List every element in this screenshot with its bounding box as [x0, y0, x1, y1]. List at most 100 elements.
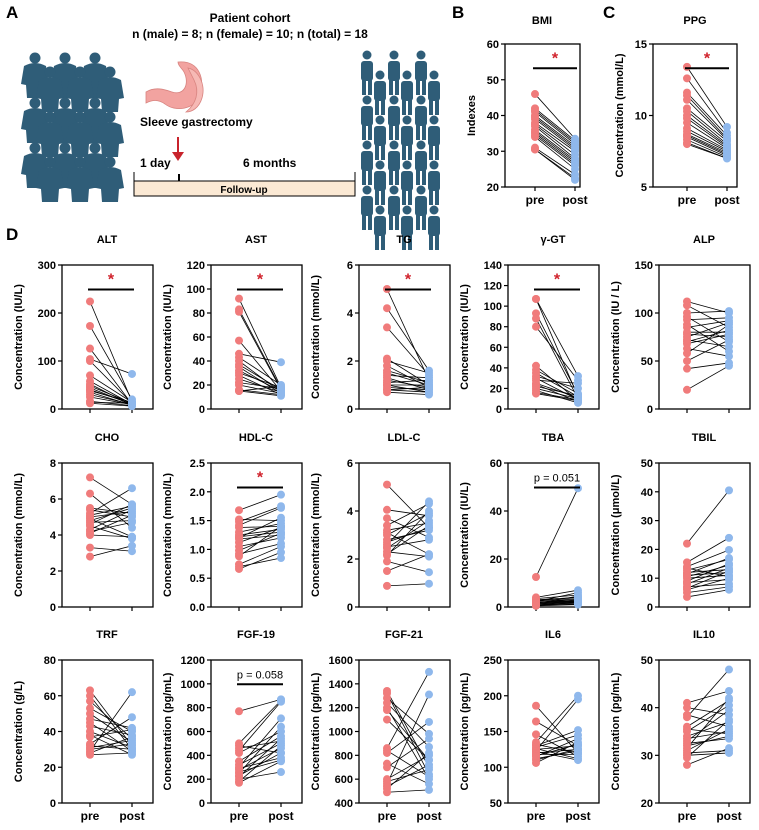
pre-point — [86, 750, 94, 759]
post-point — [725, 744, 733, 753]
y-tick-label: 4 — [347, 308, 354, 320]
post-point — [277, 697, 285, 706]
post-point — [425, 550, 433, 559]
post-point — [725, 307, 733, 316]
paired-line — [89, 301, 133, 402]
paired-line — [238, 527, 282, 543]
y-tick-label: 20 — [641, 798, 653, 810]
paired-line — [534, 129, 576, 161]
y-tick-label: 20 — [44, 762, 56, 774]
post-point — [128, 484, 136, 493]
post-point — [725, 732, 733, 741]
significance-label: p = 0.051 — [534, 472, 580, 484]
post-point — [425, 535, 433, 544]
y-tick-label: 4 — [347, 506, 354, 518]
paired-line — [535, 734, 579, 757]
post-point — [725, 320, 733, 329]
pre-point — [532, 730, 540, 739]
paired-line — [686, 570, 730, 589]
plot-title: TG — [396, 234, 411, 246]
y-tick-label: 40 — [490, 506, 502, 518]
pre-point — [383, 706, 391, 715]
plot-fgf-21: FGF-21 Concentration (pg/mL) 400 600 800 1000… — [310, 629, 451, 823]
paired-line — [686, 563, 730, 582]
y-tick-label: 0 — [199, 798, 205, 810]
paired-line — [238, 385, 282, 392]
x-tick-label: pre — [526, 193, 545, 207]
post-point — [277, 529, 285, 538]
pre-point — [531, 90, 539, 99]
paired-line — [238, 738, 282, 778]
paired-line — [534, 115, 576, 147]
stomach-icon — [145, 61, 204, 113]
paired-line — [386, 307, 430, 371]
plot-frame — [358, 462, 451, 608]
paired-line — [386, 375, 430, 379]
post-point — [574, 396, 582, 405]
time-start-label: 1 day — [140, 156, 171, 170]
post-point — [723, 122, 731, 131]
paired-line — [686, 322, 730, 338]
paired-line — [535, 589, 579, 598]
plot-tbil: TBIL Concentration (μmol/L) 0 10 20 30 40 50 — [610, 432, 751, 614]
paired-line — [686, 329, 730, 343]
paired-line — [238, 507, 282, 526]
significance-label: p = 0.058 — [237, 669, 283, 681]
y-tick-label: 2 — [347, 356, 353, 368]
y-tick-label: 0 — [347, 404, 353, 416]
paired-line — [89, 691, 133, 752]
post-point — [574, 756, 582, 765]
post-point — [425, 772, 433, 781]
paired-line — [386, 501, 430, 545]
pre-point — [531, 132, 539, 141]
y-tick-label: 0 — [347, 602, 353, 614]
pre-point — [683, 95, 691, 104]
paired-line — [238, 384, 282, 394]
x-tick-label: post — [416, 809, 441, 823]
paired-line — [238, 372, 282, 388]
paired-line — [89, 487, 133, 514]
paired-line — [686, 362, 730, 370]
plot-title: CHO — [95, 432, 120, 444]
y-tick-label: 250 — [484, 655, 502, 667]
plot-frame — [210, 462, 303, 608]
y-axis-label: Concentration (pg/mL) — [610, 672, 622, 790]
plot-il6: IL6 Concentration (pg/mL) 50 100 150 200 250 pr… — [459, 629, 600, 823]
paired-line — [535, 390, 579, 404]
plot-alt: ALT Concentration (IU/L) 0 100 200 300 * — [13, 234, 154, 416]
paired-line — [534, 124, 576, 156]
paired-line — [686, 136, 728, 156]
pre-point — [683, 140, 691, 149]
paired-line — [89, 509, 133, 518]
paired-line — [534, 133, 576, 165]
post-point — [425, 390, 433, 399]
plot-title: TBA — [542, 432, 565, 444]
post-point — [277, 513, 285, 522]
y-tick-label: 80 — [490, 322, 502, 334]
pre-point — [86, 371, 94, 380]
paired-line — [686, 537, 730, 563]
post-point — [425, 690, 433, 699]
paired-line — [89, 358, 133, 375]
paired-line — [535, 382, 579, 399]
plot-frame — [61, 264, 154, 410]
post-point — [277, 382, 285, 391]
paired-line — [534, 108, 576, 141]
post-point — [128, 511, 136, 520]
plot-il10: IL10 Concentration (pg/mL) 20 30 40 50 pre post — [610, 629, 751, 823]
y-axis-label: Concentration (IU/L) — [162, 284, 174, 390]
paired-line — [535, 375, 579, 389]
paired-line — [238, 745, 282, 782]
paired-line — [686, 669, 730, 718]
plot-frame — [658, 659, 751, 804]
slim-people-crowd-icon — [361, 50, 440, 250]
paired-line — [89, 394, 133, 405]
y-tick-label: 20 — [487, 182, 499, 194]
pre-point — [683, 74, 691, 83]
post-point — [725, 533, 733, 542]
paired-line — [686, 324, 730, 352]
y-tick-label: 1000 — [329, 727, 353, 739]
y-tick-label: 40 — [490, 363, 502, 375]
y-tick-label: 120 — [484, 281, 502, 293]
pre-point — [383, 323, 391, 332]
